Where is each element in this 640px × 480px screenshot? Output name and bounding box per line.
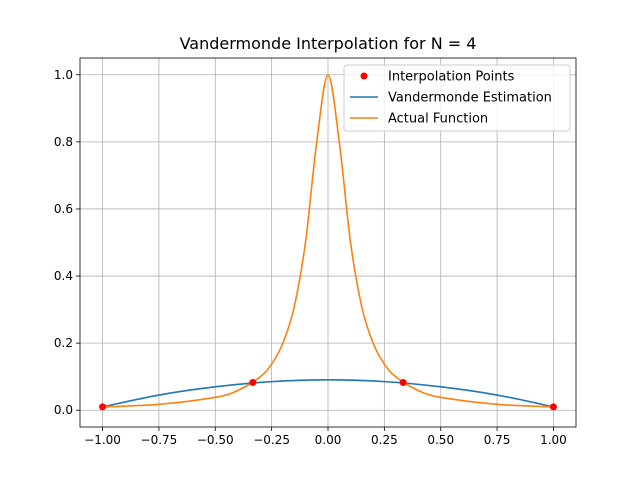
x-tick-label: −1.00 (84, 433, 121, 447)
x-tick-label: −0.50 (197, 433, 234, 447)
interpolation-point (249, 379, 257, 387)
x-tick-label: 0.75 (484, 433, 511, 447)
y-tick-label: 1.0 (54, 68, 73, 82)
vandermonde-estimation-line (102, 379, 554, 408)
legend-interpolation-points-marker (360, 72, 368, 80)
legend: Interpolation Points Vandermonde Estimati… (343, 64, 571, 132)
x-tick-label: −0.75 (141, 433, 178, 447)
y-tick-label: 0.2 (54, 336, 73, 350)
x-tick-label: 0.00 (315, 433, 342, 447)
legend-box (343, 64, 571, 132)
y-tick-label: 0.4 (54, 269, 73, 283)
interpolation-point (549, 403, 557, 411)
interpolation-point (399, 379, 407, 387)
x-tick-label: −0.25 (253, 433, 290, 447)
interpolation-points (99, 379, 557, 411)
chart-title: Vandermonde Interpolation for N = 4 (180, 34, 477, 53)
x-tick-label: 0.50 (427, 433, 454, 447)
x-tick-label: 1.00 (540, 433, 567, 447)
y-axis: 0.0 0.2 0.4 0.6 0.8 1.0 (54, 68, 80, 417)
interpolation-point (99, 403, 107, 411)
x-tick-label: 0.25 (371, 433, 398, 447)
legend-interpolation-points-label: Interpolation Points (388, 70, 515, 85)
x-axis: −1.00 −0.75 −0.50 −0.25 0.00 0.25 0.50 0.75 1.00 (84, 427, 567, 447)
y-tick-label: 0.6 (54, 202, 73, 216)
y-tick-label: 0.8 (54, 135, 73, 149)
y-tick-label: 0.0 (54, 403, 73, 417)
legend-vandermonde-estimation-label: Vandermonde Estimation (388, 91, 552, 106)
legend-actual-function-label: Actual Function (388, 112, 488, 127)
